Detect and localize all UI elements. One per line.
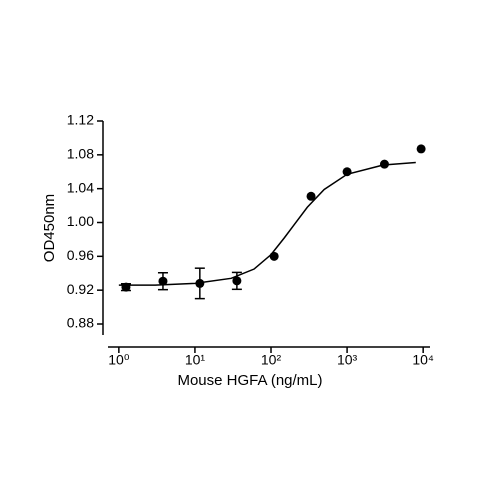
x-tick-label: 10² <box>261 352 282 368</box>
x-tick-label: 10⁰ <box>108 352 130 368</box>
x-tick-label: 10¹ <box>185 352 206 368</box>
data-point <box>306 191 316 201</box>
data-point <box>158 276 168 286</box>
fit-curve <box>118 161 416 286</box>
y-tick-label: 1.00 <box>67 213 94 229</box>
y-axis-label: OD450nm <box>41 194 58 262</box>
x-tick-label: 10³ <box>337 352 358 368</box>
x-axis-label: Mouse HGFA (ng/mL) <box>177 372 322 389</box>
data-point <box>121 282 131 292</box>
y-tick-label: 1.08 <box>67 146 94 162</box>
data-point <box>195 278 205 288</box>
y-tick-label: 1.04 <box>67 179 94 195</box>
data-point <box>269 251 279 261</box>
data-point <box>342 167 352 177</box>
data-point <box>416 144 426 154</box>
y-tick-label: 0.88 <box>67 315 94 331</box>
y-tick-label: 0.92 <box>67 281 94 297</box>
y-tick-label: 1.12 <box>67 112 94 128</box>
y-tick-label: 0.96 <box>67 247 94 263</box>
data-point <box>379 159 389 169</box>
x-tick-label: 10⁴ <box>412 352 434 368</box>
data-point <box>232 276 242 286</box>
